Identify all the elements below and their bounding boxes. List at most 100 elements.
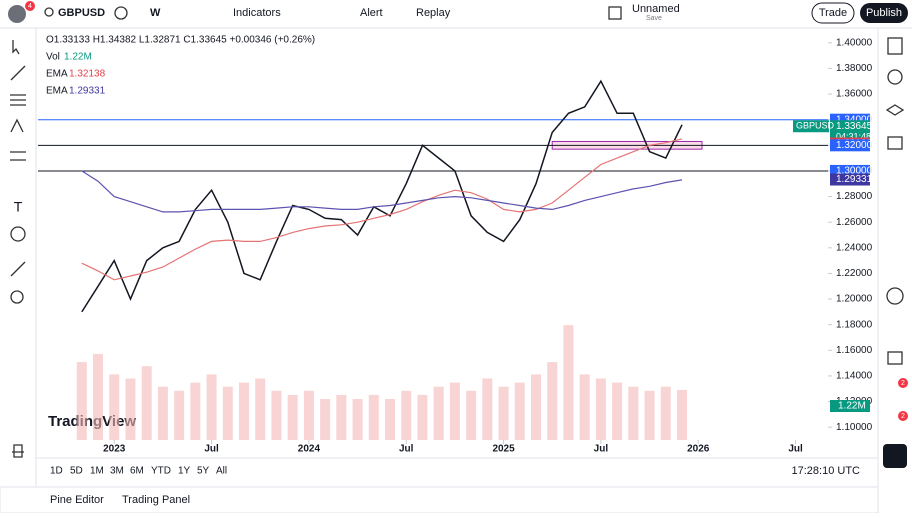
volume-tag-label: 1.22M [838, 401, 866, 412]
volume-bar [190, 382, 201, 440]
y-tick-label: 1.20000 [836, 294, 873, 305]
volume-bar [612, 382, 623, 440]
tool[interactable] [10, 261, 26, 277]
volume-bar [595, 378, 606, 440]
range-button[interactable]: 1D [50, 466, 63, 477]
tool[interactable] [10, 290, 24, 304]
tab[interactable]: Trading Panel [122, 494, 190, 506]
x-tick-label: Jul [399, 444, 414, 455]
interval[interactable]: W [150, 7, 161, 19]
button-label[interactable]: Publish [866, 7, 902, 19]
search-icon[interactable] [44, 7, 54, 17]
y-tick-label: 1.38000 [836, 63, 873, 74]
volume-bar [547, 362, 558, 440]
volume-bar [352, 399, 363, 440]
range-button[interactable]: 3M [110, 466, 124, 477]
volume-bar [385, 399, 396, 440]
tool[interactable] [12, 40, 20, 55]
symbol-tag [793, 120, 829, 133]
tab[interactable]: Pine Editor [50, 494, 104, 506]
range-button[interactable]: All [216, 466, 227, 477]
tool[interactable] [12, 444, 24, 458]
price-tag [830, 173, 870, 186]
y-tick-label: 1.14000 [836, 371, 873, 382]
x-tick-label: Jul [788, 444, 803, 455]
range-button[interactable]: 5Y [197, 466, 210, 477]
volume-bar [660, 386, 671, 440]
apps[interactable] [883, 444, 907, 468]
badge [898, 378, 908, 388]
y-tick-label: 1.18000 [836, 319, 873, 330]
tool[interactable] [887, 37, 903, 55]
publish-button[interactable] [860, 3, 908, 23]
volume-bar [206, 374, 217, 440]
tool[interactable] [885, 104, 905, 116]
volume-bar [368, 394, 379, 440]
x-tick-label: 2026 [687, 444, 710, 455]
legend-value: 1.32138 [69, 69, 106, 80]
price-tag-label: 1.34000 [836, 114, 873, 125]
range-button[interactable]: 1M [90, 466, 104, 477]
tool[interactable] [887, 351, 903, 365]
add-icon[interactable] [114, 6, 128, 20]
range-button[interactable]: YTD [151, 466, 171, 477]
volume-bar [644, 390, 655, 440]
y-tick-label: 1.40000 [836, 37, 873, 48]
badge-count: 4 [28, 3, 32, 10]
toolbar-item[interactable]: Indicators [233, 7, 281, 19]
legend-value: 1.29331 [69, 86, 106, 97]
symbol[interactable]: GBPUSD [58, 7, 105, 19]
price-tag-label: 1.30000 [836, 166, 873, 177]
volume-bar [466, 390, 477, 440]
toolbar-item[interactable]: Alert [360, 7, 383, 19]
avatar[interactable] [8, 5, 26, 23]
y-tick-label: 1.24000 [836, 242, 873, 253]
bottom-panel [0, 486, 879, 514]
range-button[interactable]: 1Y [178, 466, 191, 477]
toolbar-item[interactable]: Replay [416, 7, 451, 19]
y-tick-label: 1.28000 [836, 191, 873, 202]
legend-value: 1.22M [64, 52, 92, 63]
volume-tag [830, 400, 870, 412]
price-tag-label: 1.32000 [836, 140, 873, 151]
clock: 17:28:10 UTC [792, 465, 861, 477]
volume-bar [336, 394, 347, 440]
x-tick-label: 2024 [298, 444, 321, 455]
volume-bar [320, 399, 331, 440]
badge-count: 2 [901, 380, 905, 387]
tool[interactable] [887, 136, 903, 150]
volume-bar [271, 390, 282, 440]
checkbox[interactable] [608, 6, 622, 20]
trade-button[interactable] [811, 2, 855, 24]
tool[interactable] [10, 118, 24, 133]
y-tick-label: 1.16000 [836, 345, 873, 356]
tool[interactable] [10, 94, 26, 106]
tool[interactable] [887, 69, 903, 85]
legend-label: EMA [46, 86, 68, 97]
tool[interactable] [10, 226, 26, 242]
tool[interactable] [10, 151, 26, 161]
button-label[interactable]: Trade [819, 7, 847, 19]
volume-bar [417, 394, 428, 440]
volume-bar [141, 366, 152, 440]
volume-bar [239, 382, 250, 440]
volume-bar [449, 382, 460, 440]
countdown: 04:31:48 [836, 132, 871, 142]
range-button[interactable]: 6M [130, 466, 144, 477]
volume-bar [76, 362, 87, 440]
volume-bar [401, 390, 412, 440]
x-tick-label: 2023 [103, 444, 126, 455]
left-toolbar: T [10, 40, 26, 458]
legend-label: Vol [46, 52, 60, 63]
price-tag [830, 139, 870, 152]
legend-label: EMA [46, 69, 68, 80]
layout-name[interactable]: Unnamed [632, 3, 680, 15]
tool[interactable] [886, 287, 904, 305]
series-line [81, 138, 683, 281]
tool[interactable] [10, 65, 26, 81]
layout-state: Save [646, 15, 662, 22]
tool[interactable]: T [14, 199, 23, 215]
range-button[interactable]: 5D [70, 466, 83, 477]
volume-bar [157, 386, 168, 440]
